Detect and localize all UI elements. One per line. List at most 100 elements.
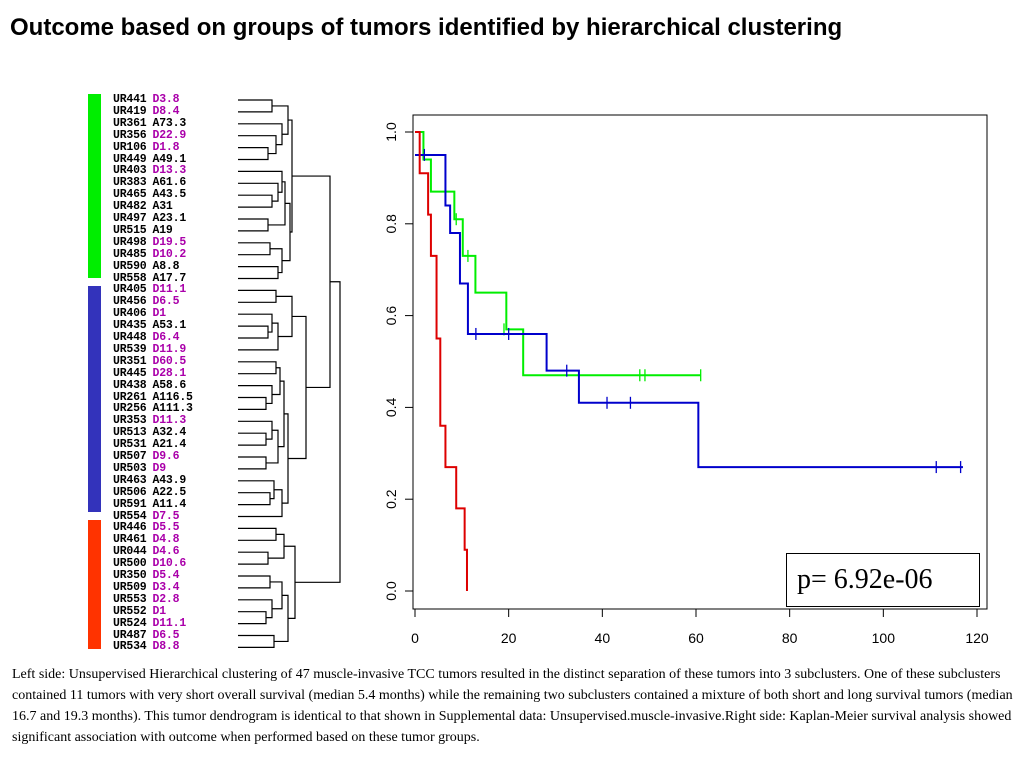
x-tick-label: 40	[595, 630, 611, 646]
dendrogram-branch	[238, 170, 283, 193]
sample-label: UR507 D9.6	[113, 451, 180, 463]
sample-survival: D1.8	[152, 140, 180, 154]
sample-survival: A17.7	[152, 271, 187, 285]
sample-id: UR513	[113, 426, 147, 440]
figure-caption: Left side: Unsupervised Hierarchical clu…	[12, 667, 1013, 745]
sample-id: UR515	[113, 223, 147, 237]
dendrogram-branch	[278, 380, 285, 448]
sample-survival: D9	[152, 461, 167, 475]
sample-survival: D11.1	[152, 283, 187, 297]
sample-label: UR353 D11.3	[113, 415, 186, 427]
sample-survival: D4.6	[152, 545, 180, 559]
sample-id: UR500	[113, 557, 147, 571]
dendrogram-branch	[238, 147, 269, 161]
sample-label: UR482 A31	[113, 201, 173, 213]
sample-label: UR406 D1	[113, 308, 166, 320]
y-tick-label: 0.4	[383, 397, 399, 417]
dendrogram-branch	[288, 315, 307, 460]
dendrogram-branch	[238, 135, 277, 155]
x-tick-label: 20	[501, 630, 517, 646]
sample-label: UR461 D4.8	[113, 534, 180, 546]
dendrogram-branch	[238, 194, 273, 208]
sample-id: UR351	[113, 354, 147, 368]
group-bar-green	[88, 94, 101, 278]
sample-label: UR554 D7.5	[113, 510, 180, 523]
sample-id: UR445	[113, 366, 147, 380]
sample-id: UR405	[113, 283, 147, 297]
sample-survival: D11.1	[152, 616, 187, 630]
sample-id: UR106	[113, 140, 147, 154]
dendrogram-branch	[238, 420, 273, 440]
sample-survival: A43.9	[152, 473, 187, 487]
dendrogram-branch	[274, 594, 289, 643]
dendrogram-branch	[238, 551, 269, 565]
x-tick-label: 60	[688, 630, 704, 646]
sample-id: UR361	[113, 116, 147, 130]
sample-label: UR106 D1.8	[113, 140, 180, 154]
sample-survival: D3.8	[152, 93, 180, 106]
sample-id: UR350	[113, 569, 147, 582]
sample-id: UR524	[113, 616, 147, 630]
sample-survival: D8.8	[152, 640, 180, 654]
sample-label: UR509 D3.4	[113, 581, 180, 594]
sample-survival: A32.4	[152, 426, 187, 440]
sample-survival: D5.4	[152, 569, 180, 582]
sample-label: UR534 D8.8	[113, 640, 180, 654]
dendrogram-branch	[238, 289, 277, 303]
dendrogram-branch	[238, 361, 277, 375]
dendrogram-branch	[238, 634, 275, 648]
sample-survival: A73.3	[152, 116, 187, 130]
sample-survival: A8.8	[152, 259, 180, 273]
dendrogram-branch	[284, 545, 296, 619]
sample-id: UR261	[113, 390, 147, 404]
x-tick-label: 120	[965, 630, 989, 646]
sample-survival: D8.4	[152, 104, 180, 118]
sample-id: UR591	[113, 497, 147, 511]
sample-survival: D1	[152, 307, 167, 321]
sample-id: UR485	[113, 247, 147, 261]
sample-id: UR539	[113, 342, 147, 356]
y-tick-label: 0.6	[383, 306, 399, 326]
dendrogram-branch	[238, 313, 273, 333]
dendrogram-branch	[238, 527, 277, 541]
sample-id: UR463	[113, 473, 147, 487]
dendrogram-branch	[238, 325, 269, 339]
dendrogram-branch	[270, 248, 283, 274]
sample-id: UR353	[113, 414, 147, 428]
sample-label: UR558 A17.7	[113, 271, 187, 285]
sample-survival: A43.5	[152, 188, 187, 202]
sample-survival: A58.6	[152, 378, 187, 392]
dendrogram-branch	[238, 385, 273, 405]
survival-curve-2	[415, 131, 468, 591]
sample-survival: A11.4	[152, 497, 187, 511]
sample-id: UR590	[113, 259, 147, 273]
sample-label: UR448 D6.4	[113, 332, 180, 344]
sample-survival: A61.6	[152, 176, 187, 190]
sample-survival: D11.3	[152, 414, 187, 428]
dendrogram-branch	[238, 575, 271, 589]
plot-frame	[412, 114, 988, 610]
sample-label: UR350 D5.4	[113, 569, 180, 582]
sample-id: UR553	[113, 592, 147, 606]
sample-label: UR524 D11.1	[113, 616, 187, 630]
dendrogram-branch	[238, 432, 267, 446]
sample-label: UR438 A58.6	[113, 378, 187, 392]
sample-survival: A116.5	[152, 390, 193, 404]
sample-survival: D19.5	[152, 235, 187, 249]
sample-label: UR485 D10.2	[113, 247, 186, 261]
sample-label: UR356 D22.9	[113, 129, 186, 142]
sample-survival: A49.1	[152, 152, 187, 166]
sample-id: UR482	[113, 200, 147, 214]
sample-survival: D2.8	[152, 592, 180, 606]
sample-label: UR435 A53.1	[113, 320, 186, 332]
dendrogram-branch	[292, 175, 331, 389]
sample-survival: D1	[152, 604, 167, 618]
sample-id: UR446	[113, 521, 147, 535]
sample-label: UR552 D1	[113, 604, 167, 618]
x-tick-label: 0	[411, 630, 419, 646]
group-bar-red	[88, 520, 101, 649]
sample-id: UR506	[113, 485, 147, 499]
dendrogram-branch	[238, 480, 275, 500]
sample-id: UR497	[113, 212, 147, 225]
sample-label: UR405 D11.1	[113, 284, 186, 296]
